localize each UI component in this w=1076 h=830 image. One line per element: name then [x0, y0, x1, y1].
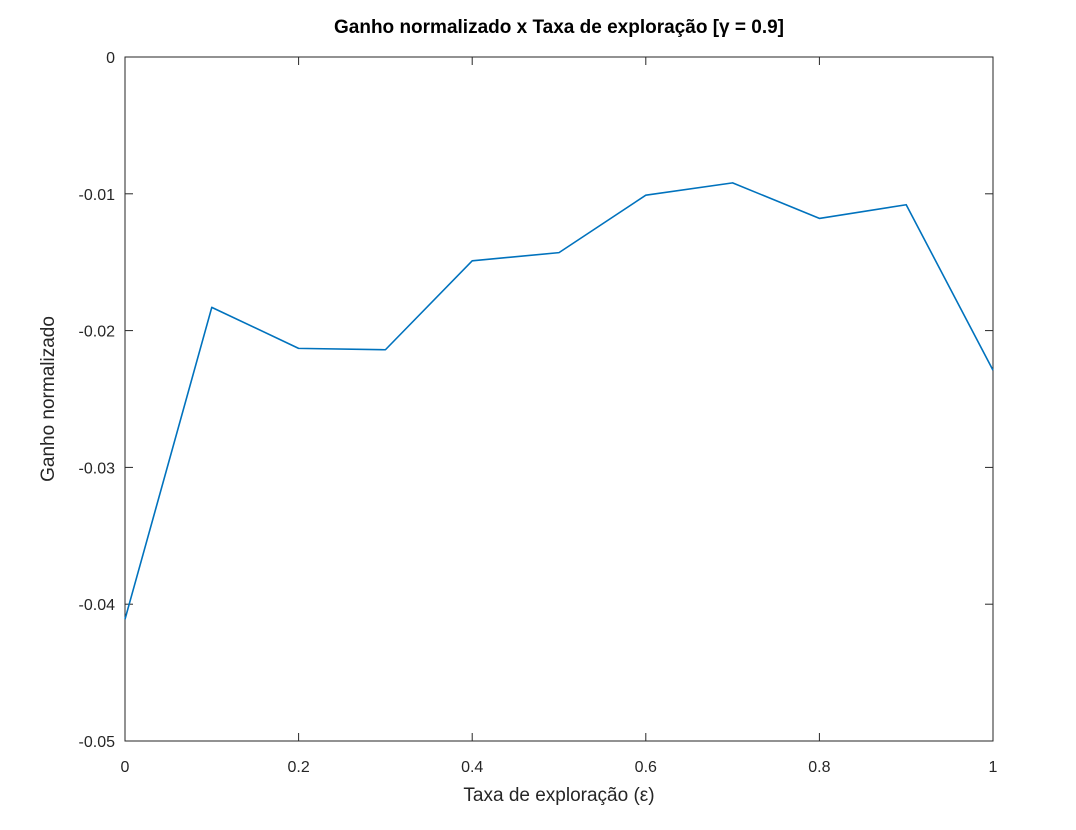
- data-point: [211, 307, 213, 309]
- data-point: [905, 204, 907, 206]
- x-tick-label: 0.2: [287, 759, 309, 776]
- x-tick-label: 0.4: [461, 759, 483, 776]
- plot-area: 0 0.2 0.4 0.6 0.8 1 0 -0.01 -0.02 -0.03 -0.04 -0.0…: [79, 50, 998, 776]
- x-tick-label: 0.6: [635, 759, 657, 776]
- y-tick-label: -0.02: [79, 324, 116, 341]
- x-axis-ticks: 0 0.2 0.4 0.6 0.8 1: [121, 57, 998, 776]
- data-point: [645, 194, 647, 196]
- data-point: [558, 252, 560, 254]
- data-point: [819, 218, 821, 220]
- y-tick-label: -0.05: [79, 734, 116, 751]
- x-tick-label: 1: [989, 759, 998, 776]
- x-tick-label: 0: [121, 759, 130, 776]
- axes-box: [124, 56, 994, 742]
- y-tick-label: -0.04: [79, 597, 116, 614]
- series-line: [124, 182, 994, 620]
- y-axis-ticks: 0 -0.01 -0.02 -0.03 -0.04 -0.05: [79, 50, 993, 751]
- x-axis-label: Taxa de exploração (ε): [463, 785, 654, 806]
- series-layer: [124, 182, 994, 620]
- data-point: [732, 182, 734, 184]
- x-tick-label: 0.8: [808, 759, 830, 776]
- y-tick-label: 0: [106, 50, 115, 67]
- y-tick-label: -0.01: [79, 187, 116, 204]
- data-point: [124, 618, 126, 620]
- data-point: [992, 369, 994, 371]
- data-point: [471, 260, 473, 262]
- chart-title: Ganho normalizado x Taxa de exploração […: [334, 17, 784, 38]
- y-tick-label: -0.03: [79, 460, 116, 477]
- y-axis-label: Ganho normalizado: [38, 316, 59, 482]
- data-point: [298, 348, 300, 350]
- data-point: [385, 349, 387, 351]
